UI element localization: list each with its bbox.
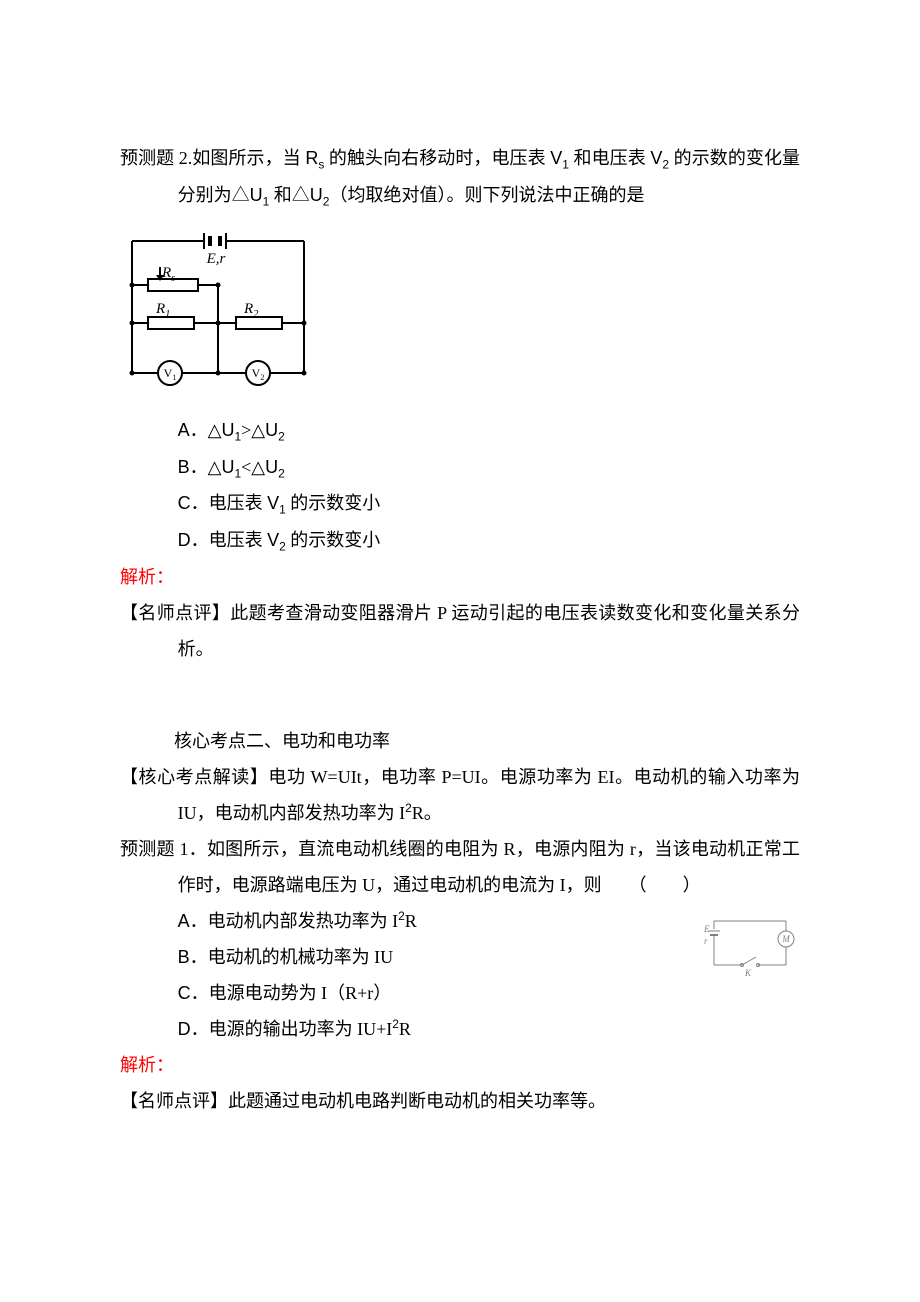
q2-stem: 预测题 1．如图所示，直流电动机线圈的电阻为 R，电源内阻为 r，当该电动机正常… [120,831,800,903]
khd-label: 【核心考点解读】 [120,767,268,787]
q1-stem: 预测题 2.如图所示，当 Rs 的触头向右移动时，电压表 V1 和电压表 V2 … [120,140,800,213]
q2-option-d: D．电源的输出功率为 IU+I2R [120,1011,800,1047]
q1-option-a: A．△U1>△U2 [120,412,800,449]
q1-circuit-diagram: E,rRsR1R2V1V2 [120,223,800,398]
section2-title: 核心考点二、电功和电功率 [120,723,800,759]
q2-analysis-label: 解析： [120,1047,800,1083]
q1-analysis-label: 解析： [120,559,800,595]
q2-circuit-diagram: M Er K [700,909,800,984]
q2-prefix: 预测题 1． [120,839,207,859]
q1-comment: 【名师点评】此题考查滑动变阻器滑片 P 运动引起的电压表读数变化和变化量关系分析… [120,595,800,667]
svg-text:Rs: Rs [161,265,175,284]
q1-option-b: B．△U1<△U2 [120,449,800,486]
section2-khd: 【核心考点解读】电功 W=UIt，电功率 P=UI。电源功率为 EI。电动机的输… [120,759,800,831]
svg-text:E,r: E,r [206,251,226,267]
q2-comment: 【名师点评】此题通过电动机电路判断电动机的相关功率等。 [120,1083,800,1119]
q2-option-c: C．电源电动势为 I（R+r） [120,975,800,1011]
svg-text:V1: V1 [164,366,177,382]
comment-label: 【名师点评】 [120,1091,228,1111]
comment-label: 【名师点评】 [120,603,230,623]
q1-option-c: C．电压表 V1 的示数变小 [120,485,800,522]
document-page: 预测题 2.如图所示，当 Rs 的触头向右移动时，电压表 V1 和电压表 V2 … [0,0,920,1302]
q1-prefix: 预测题 2. [120,148,192,168]
q2-option-b: B．电动机的机械功率为 IU [120,939,800,975]
q1-option-d: D．电压表 V2 的示数变小 [120,522,800,559]
svg-text:r: r [704,936,708,946]
svg-text:E: E [703,924,710,934]
svg-text:V2: V2 [252,366,265,382]
svg-text:M: M [781,934,790,944]
q2-option-a: A．电动机内部发热功率为 I2R [120,903,800,939]
svg-text:K: K [744,968,752,978]
